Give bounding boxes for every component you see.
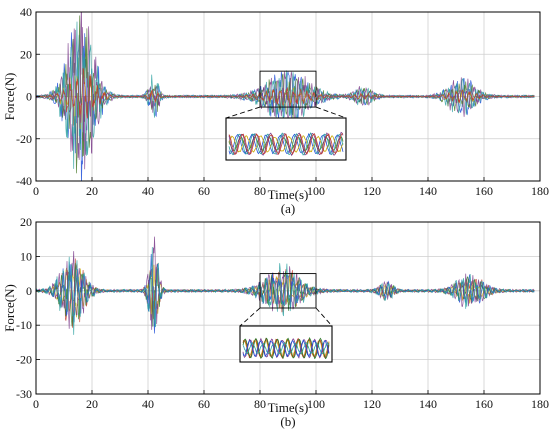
x-tick-label: 60 [198, 184, 210, 198]
series-line-6 [36, 246, 535, 335]
x-tick-label: 180 [531, 184, 549, 198]
zoom-connector-right [315, 106, 347, 119]
x-axis-label: Time(s) [268, 400, 309, 415]
zoom-connector-left [239, 307, 261, 327]
x-tick-label: 20 [86, 397, 98, 411]
x-tick-label: 160 [475, 397, 493, 411]
y-tick-label: 40 [20, 5, 32, 19]
inset-series-line-6 [242, 341, 330, 355]
y-tick-label: 20 [20, 47, 32, 61]
y-tick-label: -20 [16, 353, 32, 367]
series-line-6 [36, 67, 535, 123]
series-line-3 [36, 15, 535, 174]
zoom-box [259, 273, 317, 309]
x-tick-label: 80 [254, 397, 266, 411]
zoom-connector-right [315, 307, 333, 327]
x-tick-label: 160 [475, 184, 493, 198]
x-tick-label: 0 [33, 397, 39, 411]
x-tick-label: 120 [363, 184, 381, 198]
chart-panel-a: 0 20 40 60 80 100 120 140 160 180 -40 -20 0 20 40 Time(… [2, 5, 549, 216]
inset-series-line-6 [228, 133, 344, 156]
inset-series-line-2 [242, 337, 330, 360]
inset-series-line-2 [228, 135, 344, 153]
panel-label: (a) [281, 201, 295, 216]
y-axis-label: Force(N) [2, 284, 17, 332]
y-axis-label: Force(N) [2, 73, 17, 121]
inset-series [228, 131, 344, 157]
y-tick-label: 0 [26, 90, 32, 104]
y-tick-label: -30 [16, 387, 32, 401]
panel-label: (b) [280, 414, 295, 429]
zoom-box [259, 70, 317, 108]
y-tick-label: -40 [16, 174, 32, 188]
series-group [36, 236, 535, 335]
x-tick-label: 180 [531, 397, 549, 411]
x-tick-label: 140 [419, 397, 437, 411]
y-tick-label: 10 [20, 249, 32, 263]
x-axis-label: Time(s) [268, 187, 309, 202]
y-tick-label: 0 [26, 284, 32, 298]
inset-series [242, 336, 330, 360]
zoom-connector-left [225, 106, 261, 119]
chart-panel-b: 0 20 40 60 80 100 120 140 160 180 -30 -20 -10 0 10 20 Ti… [2, 215, 549, 429]
y-tick-label: -10 [16, 318, 32, 332]
series-group [36, 12, 535, 181]
y-tick-label: 20 [20, 215, 32, 229]
x-tick-label: 80 [254, 184, 266, 198]
axes-frame [35, 221, 541, 395]
x-tick-label: 120 [363, 397, 381, 411]
x-tick-label: 100 [307, 184, 325, 198]
x-tick-label: 40 [142, 184, 154, 198]
x-tick-label: 60 [198, 397, 210, 411]
inset-series-line-5 [242, 339, 330, 358]
x-tick-label: 100 [307, 397, 325, 411]
x-tick-label: 140 [419, 184, 437, 198]
x-tick-label: 40 [142, 397, 154, 411]
x-tick-label: 20 [86, 184, 98, 198]
y-tick-label: -20 [16, 132, 32, 146]
x-tick-label: 0 [33, 184, 39, 198]
